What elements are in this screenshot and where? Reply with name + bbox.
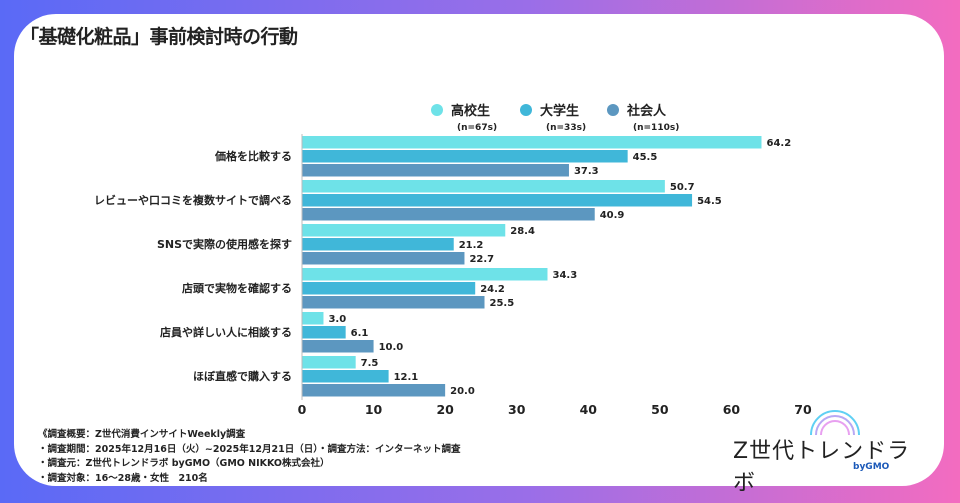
data-label: 7.5: [361, 358, 379, 369]
bar: [302, 356, 356, 369]
data-label: 54.5: [697, 196, 722, 207]
category-label: ほぼ直感で購入する: [193, 369, 292, 383]
bar: [302, 164, 569, 177]
logo-by: byGMO: [853, 462, 890, 472]
note-line: ・調査期間：2025年12月16日（火）~2025年12月21日（日）・調査方法…: [38, 443, 461, 455]
data-label: 25.5: [490, 298, 515, 309]
data-label: 37.3: [574, 166, 599, 177]
bar: [302, 296, 485, 309]
x-tick-label: 20: [436, 402, 454, 417]
note-line: 《調査概要：Z世代消費インサイトWeekly調査: [38, 429, 246, 440]
survey-notes: 《調査概要：Z世代消費インサイトWeekly調査 ・調査期間：2025年12月1…: [38, 428, 460, 486]
x-tick-label: 50: [651, 402, 669, 417]
data-label: 10.0: [379, 342, 404, 353]
legend-label: 高校生: [451, 103, 490, 119]
legend-n: (n=110s): [633, 123, 679, 133]
bar: [302, 150, 628, 163]
bar: [302, 384, 446, 397]
bar: [302, 208, 595, 221]
category-label: 店頭で実物を確認する: [182, 281, 292, 295]
legend-swatch: [520, 104, 532, 116]
x-tick-label: 70: [794, 402, 812, 417]
logo-name: Z世代トレンドラボ: [733, 439, 911, 496]
bar: [302, 340, 374, 353]
note-line: ・調査元：Z世代トレンドラボ byGMO（GMO NIKKO株式会社）: [38, 458, 330, 469]
legend-n: (n=33s): [546, 123, 586, 133]
bar: [302, 238, 454, 251]
note-line: ・調査対象：16〜28歳・女性 210名: [38, 472, 208, 484]
bar: [302, 312, 324, 325]
category-label: SNSで実際の使用感を探す: [157, 237, 292, 251]
data-label: 28.4: [510, 226, 535, 237]
data-label: 3.0: [328, 314, 346, 325]
page-title: 「基礎化粧品」事前検討時の行動: [20, 26, 298, 48]
bar: [302, 180, 665, 193]
bar: [302, 224, 506, 237]
bar: [302, 252, 465, 265]
data-label: 24.2: [480, 284, 505, 295]
data-label: 20.0: [450, 386, 475, 397]
data-label: 40.9: [600, 210, 625, 221]
data-label: 6.1: [351, 328, 369, 339]
signal-icon: [810, 410, 860, 436]
legend-swatch: [431, 104, 443, 116]
data-label: 45.5: [633, 152, 658, 163]
data-label: 34.3: [552, 270, 577, 281]
legend-label: 大学生: [540, 103, 579, 119]
bar: [302, 194, 693, 207]
x-tick-label: 10: [365, 402, 383, 417]
data-label: 50.7: [670, 182, 695, 193]
card: [14, 14, 944, 486]
data-label: 22.7: [469, 254, 494, 265]
legend-label: 社会人: [626, 103, 667, 119]
data-label: 12.1: [394, 372, 419, 383]
legend-swatch: [607, 104, 619, 116]
data-label: 21.2: [459, 240, 484, 251]
x-tick-label: 0: [298, 402, 307, 417]
bar: [302, 136, 762, 149]
bar: [302, 268, 548, 281]
data-label: 64.2: [766, 138, 791, 149]
x-tick-label: 40: [580, 402, 598, 417]
legend-n: (n=67s): [457, 123, 497, 133]
category-label: 店員や詳しい人に相談する: [160, 325, 292, 339]
category-label: 価格を比較する: [214, 149, 292, 163]
x-tick-label: 30: [508, 402, 526, 417]
bar: [302, 326, 346, 339]
brand-logo: Z世代トレンドラボ byGMO: [733, 405, 913, 496]
category-label: レビューや口コミを複数サイトで調べる: [94, 193, 292, 207]
x-tick-label: 60: [723, 402, 741, 417]
bar: [302, 370, 389, 383]
bar: [302, 282, 476, 295]
